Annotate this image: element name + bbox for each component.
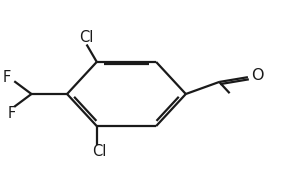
Text: F: F [2, 70, 11, 85]
Text: Cl: Cl [80, 30, 94, 45]
Text: F: F [7, 106, 15, 121]
Text: O: O [251, 68, 264, 83]
Text: Cl: Cl [92, 144, 107, 159]
